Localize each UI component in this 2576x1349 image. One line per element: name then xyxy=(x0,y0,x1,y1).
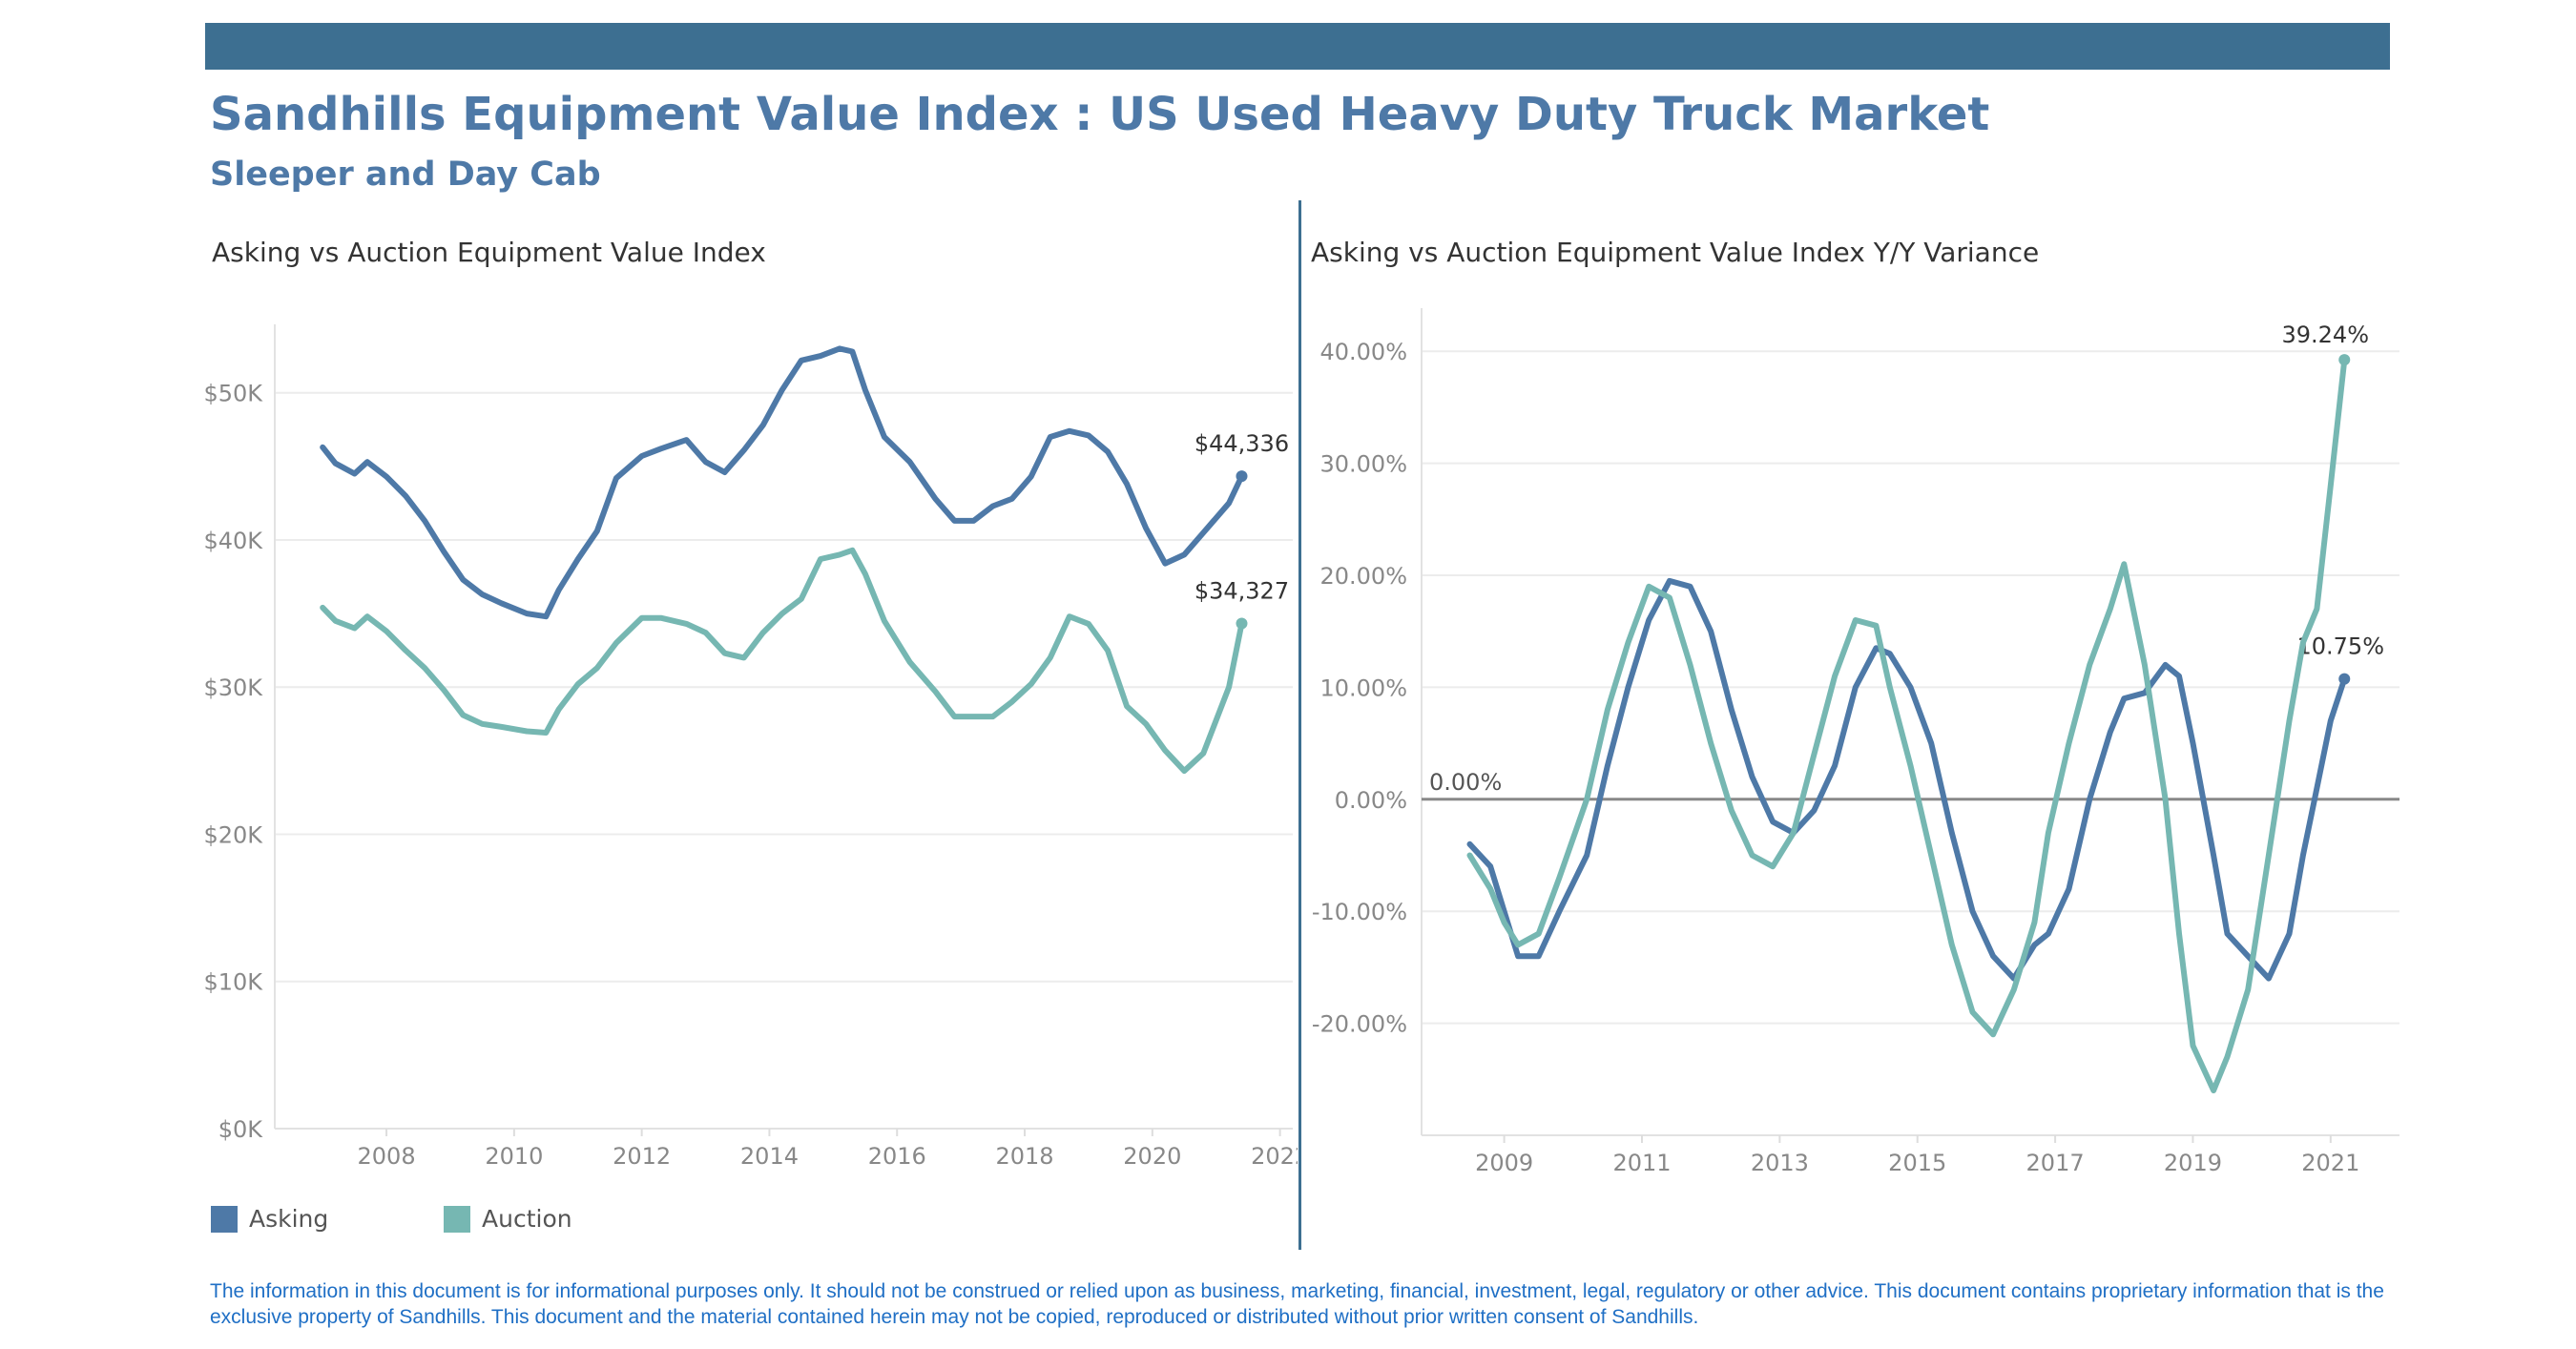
y-tick-label: $40K xyxy=(203,528,263,554)
series-line-auction xyxy=(320,547,1245,775)
x-tick-label: 2012 xyxy=(613,1143,671,1170)
x-tick-label: 2015 xyxy=(1888,1150,1946,1176)
index-line-chart: $0K $10K $20K $30K $40K $50K 2008 2010 2012 2014 2… xyxy=(203,324,1298,1170)
y-tick-label: $50K xyxy=(203,381,263,407)
x-tick-label: 2017 xyxy=(2026,1150,2085,1176)
y-tick-label: 20.00% xyxy=(1319,563,1407,590)
x-tick-label: 2020 xyxy=(1123,1143,1181,1170)
x-tick-label: 2018 xyxy=(995,1143,1053,1170)
y-tick-label: 0.00% xyxy=(1335,787,1407,814)
x-tick-label: 2016 xyxy=(868,1143,926,1170)
end-value-label-auction: 39.24% xyxy=(2281,322,2369,348)
end-value-label-auction: $34,327 xyxy=(1195,577,1289,604)
y-tick-label: $30K xyxy=(203,674,263,701)
x-tick-label: 2011 xyxy=(1612,1150,1671,1176)
right-chart-title: Asking vs Auction Equipment Value Index … xyxy=(1311,237,2040,268)
legend-auction-swatch xyxy=(444,1205,470,1233)
x-tick-label: 2009 xyxy=(1475,1150,1533,1176)
x-tick-label: 2008 xyxy=(358,1143,416,1170)
x-tick-label: 2022 xyxy=(1251,1143,1298,1170)
series-line-asking xyxy=(1466,577,2348,982)
end-value-label-asking: $44,336 xyxy=(1195,430,1289,457)
y-tick-label: 30.00% xyxy=(1319,451,1407,478)
series-end-marker-auction xyxy=(2338,354,2351,366)
series-end-marker-asking xyxy=(2338,673,2351,685)
page-subtitle: Sleeper and Day Cab xyxy=(210,156,601,194)
x-tick-label: 2010 xyxy=(485,1143,543,1170)
legend-asking: Asking xyxy=(211,1205,328,1233)
y-tick-label: $20K xyxy=(203,821,263,848)
x-tick-label: 2014 xyxy=(740,1143,799,1170)
x-tick-label: 2019 xyxy=(2164,1150,2222,1176)
y-tick-label: $0K xyxy=(218,1116,264,1143)
x-tick-label: 2021 xyxy=(2301,1150,2359,1176)
y-tick-label: $10K xyxy=(203,969,263,996)
series-end-marker-asking xyxy=(1236,470,1248,483)
x-tick-label: 2013 xyxy=(1751,1150,1809,1176)
y-tick-label: -20.00% xyxy=(1312,1011,1407,1038)
series-end-marker-auction xyxy=(1236,617,1248,630)
y-tick-label: 10.00% xyxy=(1319,674,1407,701)
legend-asking-label: Asking xyxy=(249,1205,329,1233)
variance-line-chart: -20.00% -10.00% 0.00% 10.00% 20.00% 30.00% 40.… xyxy=(1312,308,2399,1176)
series-line-asking xyxy=(320,345,1245,620)
panel-divider xyxy=(1298,200,1301,1250)
left-chart-title: Asking vs Auction Equipment Value Index xyxy=(212,237,766,268)
zero-reference-label: 0.00% xyxy=(1429,769,1502,796)
legend-auction-label: Auction xyxy=(482,1205,572,1233)
legend-asking-swatch xyxy=(211,1205,238,1233)
header-bar xyxy=(205,23,2390,70)
y-tick-label: 40.00% xyxy=(1319,339,1407,365)
series-line-auction xyxy=(1466,357,2348,1093)
y-tick-label: -10.00% xyxy=(1312,899,1407,925)
end-value-label-asking: 10.75% xyxy=(2296,633,2384,660)
legend-auction: Auction xyxy=(444,1205,572,1233)
disclaimer-text: The information in this document is for … xyxy=(210,1280,2384,1328)
page-title: Sandhills Equipment Value Index : US Use… xyxy=(210,88,1990,141)
